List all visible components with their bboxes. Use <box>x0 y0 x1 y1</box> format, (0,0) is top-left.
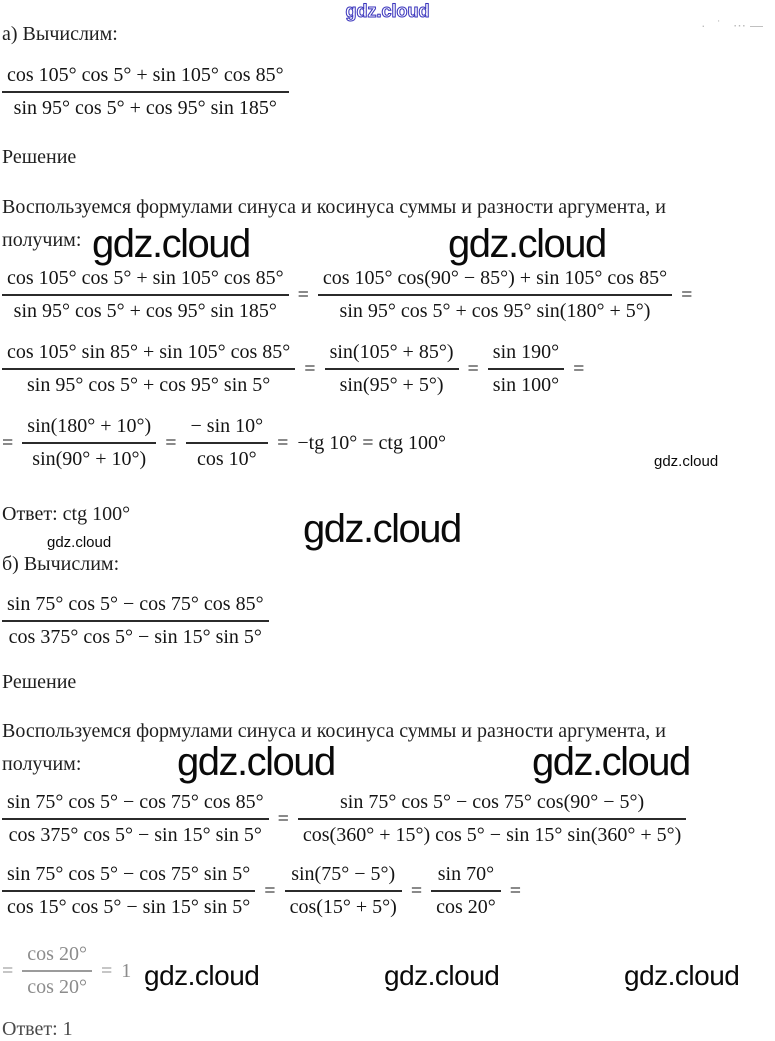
equals-sign: = <box>165 431 177 454</box>
equals-sign: = <box>410 879 423 902</box>
watermark-logo: gdz.cloud <box>654 453 719 470</box>
equation-line-a3: = sin(180° + 10°) sin(90° + 10°) = − sin… <box>2 414 446 472</box>
fraction-numerator: sin 70° <box>431 862 501 892</box>
fraction: cos 105° cos(90° − 85°) + sin 105° cos 8… <box>317 266 673 324</box>
fraction-denominator: cos 10° <box>196 448 257 470</box>
equation-line-b1: sin 75° cos 5° − cos 75° cos 85° cos 375… <box>2 790 687 848</box>
fraction-denominator: sin 100° <box>492 374 560 396</box>
method-paragraph-a: Воспользуемся формулами синуса и косинус… <box>2 191 775 257</box>
fraction: cos 105° sin 85° + sin 105° cos 85° sin … <box>2 340 296 398</box>
fraction-denominator: sin(90° + 10°) <box>32 448 147 470</box>
fraction-denominator: cos(360° + 15°) cos 5° − sin 15° sin(360… <box>302 824 682 846</box>
part-b-problem: sin 75° cos 5° − cos 75° cos 85° cos 375… <box>2 592 269 650</box>
fraction-denominator: cos 20° <box>27 976 87 998</box>
fraction: sin(75° − 5°) cos(15° + 5°) <box>284 862 402 920</box>
equation-line-a1: cos 105° cos 5° + sin 105° cos 85° sin 9… <box>2 266 692 324</box>
answer-a: Ответ: ctg 100° <box>2 503 131 525</box>
fraction: sin 190° sin 100° <box>487 340 565 398</box>
fraction-denominator: sin 95° cos 5° + cos 95° sin 185° <box>13 97 277 119</box>
equals-sign: = <box>2 431 14 454</box>
fraction: sin(105° + 85°) sin(95° + 5°) <box>324 340 459 398</box>
method-paragraph-b: Воспользуемся формулами синуса и косинус… <box>2 715 775 781</box>
fraction-denominator: sin(95° + 5°) <box>339 374 444 396</box>
equation-line-a2: cos 105° sin 85° + sin 105° cos 85° sin … <box>2 340 584 398</box>
fraction-numerator: sin(75° − 5°) <box>284 862 402 892</box>
equals-sign: = <box>509 879 522 902</box>
fraction: − sin 10° cos 10° <box>185 414 269 472</box>
method-line: Воспользуемся формулами синуса и косинус… <box>2 720 666 742</box>
fraction-denominator: cos 375° cos 5° − sin 15° sin 5° <box>8 824 262 846</box>
fraction-numerator: cos 105° cos 5° + sin 105° cos 85° <box>2 266 289 296</box>
fraction: cos 105° cos 5° + sin 105° cos 85° sin 9… <box>2 63 289 121</box>
method-line: получим: <box>2 753 82 775</box>
watermark-logo: gdz.cloud <box>144 960 260 991</box>
answer-b: Ответ: 1 <box>2 1018 73 1040</box>
fraction: sin 75° cos 5° − cos 75° cos 85° cos 375… <box>2 592 269 650</box>
equals-sign: = <box>2 959 14 982</box>
watermark-logo: gdz.cloud <box>47 534 112 551</box>
fraction-denominator: sin 95° cos 5° + cos 95° sin 5° <box>27 374 271 396</box>
equals-sign: = <box>297 283 309 306</box>
fraction-numerator: sin 75° cos 5° − cos 75° cos 85° <box>2 790 269 820</box>
equals-sign: = <box>277 431 289 454</box>
equation-line-b2: sin 75° cos 5° − cos 75° sin 5° cos 15° … <box>2 862 521 920</box>
fraction: cos 105° cos 5° + sin 105° cos 85° sin 9… <box>2 266 289 324</box>
equals-sign: = <box>264 879 276 902</box>
fraction: sin 75° cos 5° − cos 75° cos 85° cos 375… <box>2 790 269 848</box>
watermark-logo: gdz.cloud <box>624 960 740 991</box>
part-a-label: а) Вычислим: <box>2 23 118 45</box>
fraction-denominator: sin 95° cos 5° + cos 95° sin 185° <box>13 300 277 322</box>
fraction-numerator: sin 75° cos 5° − cos 75° cos(90° − 5°) <box>297 790 687 820</box>
equals-sign: = <box>277 807 289 830</box>
watermark-logo: gdz.cloud <box>92 222 251 266</box>
fraction-numerator: sin 190° <box>487 340 565 370</box>
equals-sign: = <box>573 357 585 380</box>
fraction-numerator: cos 105° cos 5° + sin 105° cos 85° <box>2 63 289 93</box>
fraction: sin 70° cos 20° <box>431 862 501 920</box>
fraction: sin(180° + 10°) sin(90° + 10°) <box>22 414 157 472</box>
fraction-numerator: sin 75° cos 5° − cos 75° cos 85° <box>2 592 269 622</box>
watermark-logo: gdz.cloud <box>532 740 691 784</box>
equals-sign: = <box>467 357 479 380</box>
equation-tail: −tg 10° = ctg 100° <box>297 431 446 454</box>
fraction-numerator: cos 20° <box>22 942 92 972</box>
fraction: cos 20° cos 20° <box>22 942 92 1000</box>
scan-artifact: · ˙ ⋯— <box>701 18 767 33</box>
method-line: получим: <box>2 229 82 251</box>
equation-line-b3: = cos 20° cos 20° = 1 <box>2 942 131 1000</box>
fraction: sin 75° cos 5° − cos 75° cos(90° − 5°) c… <box>297 790 687 848</box>
fraction-numerator: − sin 10° <box>185 414 269 444</box>
fraction-denominator: cos 15° cos 5° − sin 15° sin 5° <box>7 896 251 918</box>
watermark-logo: gdz.cloud <box>384 960 500 991</box>
equals-sign: = <box>681 283 693 306</box>
watermark-logo: gdz.cloud <box>177 740 336 784</box>
fraction-numerator: cos 105° sin 85° + sin 105° cos 85° <box>2 340 296 370</box>
fraction-numerator: cos 105° cos(90° − 85°) + sin 105° cos 8… <box>317 266 673 296</box>
fraction-denominator: cos(15° + 5°) <box>289 896 397 918</box>
watermark-logo: gdz.cloud <box>303 507 462 551</box>
part-a-problem: cos 105° cos 5° + sin 105° cos 85° sin 9… <box>2 63 289 121</box>
fraction-denominator: sin 95° cos 5° + cos 95° sin(180° + 5°) <box>339 300 651 322</box>
solution-heading-a: Решение <box>2 146 77 168</box>
equals-sign: = <box>304 357 316 380</box>
solution-heading-b: Решение <box>2 671 77 693</box>
fraction-denominator: cos 20° <box>436 896 496 918</box>
fraction-numerator: sin(105° + 85°) <box>324 340 459 370</box>
watermark-logo: gdz.cloud <box>345 1 430 21</box>
fraction: sin 75° cos 5° − cos 75° sin 5° cos 15° … <box>2 862 256 920</box>
equals-sign: = <box>100 959 113 982</box>
part-b-label: б) Вычислим: <box>2 553 120 575</box>
fraction-numerator: sin 75° cos 5° − cos 75° sin 5° <box>2 862 256 892</box>
watermark-logo: gdz.cloud <box>448 222 607 266</box>
fraction-numerator: sin(180° + 10°) <box>22 414 157 444</box>
fraction-denominator: cos 375° cos 5° − sin 15° sin 5° <box>8 626 262 648</box>
equation-result: 1 <box>121 959 132 982</box>
method-line: Воспользуемся формулами синуса и косинус… <box>2 196 666 218</box>
